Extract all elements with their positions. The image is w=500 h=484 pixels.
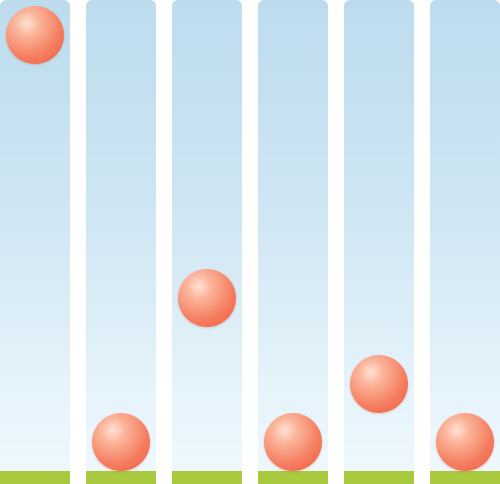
lane-sky <box>258 0 328 471</box>
lane-sky <box>0 0 70 471</box>
ground-strip <box>86 471 156 484</box>
ground-strip <box>172 471 242 484</box>
ground-strip <box>344 471 414 484</box>
lane-1 <box>0 0 70 484</box>
lane-3 <box>172 0 242 484</box>
ball <box>350 354 408 413</box>
lane-sky <box>86 0 156 471</box>
ball <box>178 268 236 327</box>
ball <box>436 413 494 471</box>
lane-6 <box>430 0 500 484</box>
lane-2 <box>86 0 156 484</box>
ground-strip <box>430 471 500 484</box>
ball <box>6 6 64 64</box>
ground-strip <box>0 471 70 484</box>
lane-sky <box>172 0 242 471</box>
ball <box>92 413 150 471</box>
lane-4 <box>258 0 328 484</box>
ball <box>264 413 322 471</box>
lane-sky <box>430 0 500 471</box>
lane-5 <box>344 0 414 484</box>
ground-strip <box>258 471 328 484</box>
